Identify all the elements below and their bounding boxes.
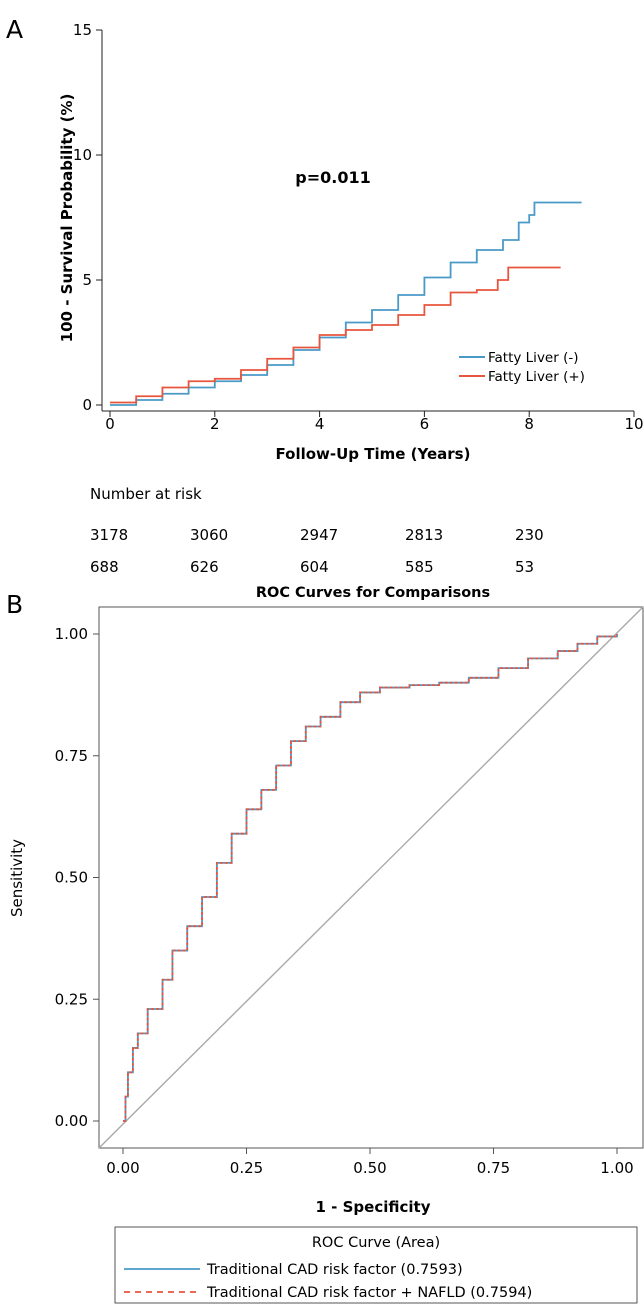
roc-line-traditional [123, 634, 618, 1122]
x-tick-label: 0.25 [230, 1159, 263, 1177]
panel-b-xlabel: 1 - Specificity [316, 1198, 431, 1216]
panel-a: A 0 2 4 6 8 10 0 5 10 15 100 - Survival Probabili… [6, 15, 644, 576]
risk-table-cell: 604 [300, 558, 329, 576]
panel-b-ticks: 0.00 0.25 0.50 0.75 1.00 0.00 0.25 0.50 0.75 1.00 [55, 625, 634, 1177]
panel-a-legend: Fatty Liver (-) Fatty Liver (+) [459, 350, 585, 385]
legend-label-traditional: Traditional CAD risk factor (0.7593) [206, 1262, 463, 1278]
panel-a-pvalue: p=0.011 [295, 168, 370, 187]
reference-diagonal [98, 606, 644, 1149]
x-tick-label: 0.75 [477, 1159, 510, 1177]
panel-a-ticks: 0 2 4 6 8 10 0 5 10 15 [73, 21, 644, 433]
panel-b-letter: B [6, 590, 23, 619]
x-tick-label: 4 [315, 415, 325, 433]
risk-table-cell: 3060 [190, 526, 228, 544]
panel-b-ylabel: Sensitivity [8, 839, 26, 917]
risk-table-cell: 2947 [300, 526, 338, 544]
panel-a-ylabel: 100 - Survival Probability (%) [58, 94, 76, 343]
y-tick-label: 0.75 [55, 747, 88, 765]
x-tick-label: 1.00 [600, 1159, 633, 1177]
y-tick-label: 0 [82, 396, 92, 414]
legend-box [114, 1226, 638, 1304]
panel-a-series [110, 201, 582, 406]
risk-table-cell: 3178 [90, 526, 128, 544]
y-tick-label: 0.25 [55, 990, 88, 1008]
legend-label-fatty-liver-neg: Fatty Liver (-) [488, 350, 578, 366]
y-tick-label: 15 [73, 21, 92, 39]
y-tick-label: 0.00 [55, 1112, 88, 1130]
risk-table-cell: 2813 [405, 526, 443, 544]
x-tick-label: 0 [105, 415, 115, 433]
risk-table-cell: 53 [515, 558, 534, 576]
series-line-fatty-liver-neg [110, 201, 582, 406]
series-line-fatty-liver-pos [110, 266, 561, 404]
x-tick-label: 8 [524, 415, 534, 433]
legend-label-traditional-nafld: Traditional CAD risk factor + NAFLD (0.7… [206, 1285, 532, 1301]
y-tick-label: 0.50 [55, 869, 88, 887]
y-tick-label: 5 [82, 271, 92, 289]
panel-a-axes [101, 30, 634, 412]
panel-a-xlabel: Follow-Up Time (Years) [276, 445, 471, 463]
panel-b: B ROC Curves for Comparisons 0.00 0.25 0.5… [6, 585, 644, 1304]
risk-table-cell: 688 [90, 558, 119, 576]
legend-title: ROC Curve (Area) [312, 1235, 440, 1251]
x-tick-label: 2 [210, 415, 220, 433]
x-tick-label: 0.00 [106, 1159, 139, 1177]
x-tick-label: 0.50 [353, 1159, 386, 1177]
risk-table-cell: 230 [515, 526, 544, 544]
y-tick-label: 10 [73, 146, 92, 164]
panel-b-series [123, 634, 618, 1122]
x-tick-label: 10 [624, 415, 643, 433]
x-tick-label: 6 [420, 415, 430, 433]
risk-table-cell: 626 [190, 558, 219, 576]
panel-a-letter: A [6, 15, 23, 44]
y-tick-label: 1.00 [55, 625, 88, 643]
risk-table-cell: 585 [405, 558, 434, 576]
risk-table-title: Number at risk [90, 485, 202, 503]
risk-table: Number at risk 3178 3060 2947 2813 230 688 626… [90, 485, 544, 576]
panel-b-title: ROC Curves for Comparisons [256, 585, 490, 601]
legend-label-fatty-liver-pos: Fatty Liver (+) [488, 369, 585, 385]
panel-b-legend: ROC Curve (Area) Traditional CAD risk fa… [114, 1226, 638, 1304]
